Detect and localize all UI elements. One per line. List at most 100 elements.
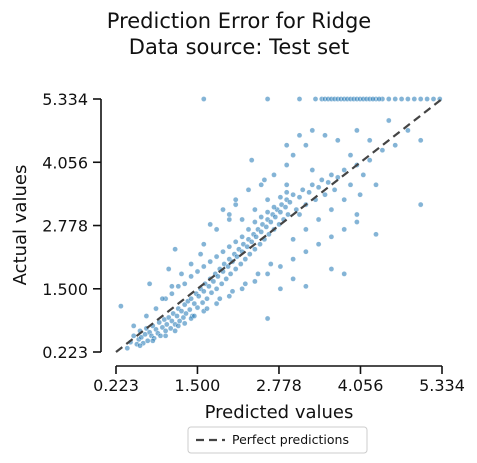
data-point <box>325 179 332 186</box>
data-point <box>264 271 271 277</box>
data-point <box>290 236 296 243</box>
data-point <box>417 137 424 144</box>
data-point <box>169 318 175 324</box>
data-point <box>296 194 303 200</box>
data-point <box>220 206 226 213</box>
data-point <box>159 295 166 302</box>
data-point <box>183 310 189 317</box>
x-tick-label: 2.778 <box>256 376 302 395</box>
data-point <box>194 304 201 311</box>
data-point <box>341 167 348 173</box>
data-point <box>163 321 170 328</box>
data-point <box>366 157 373 163</box>
data-point <box>207 221 213 228</box>
data-point <box>328 172 335 178</box>
perfect-predictions-line <box>115 98 443 353</box>
data-point <box>334 174 341 181</box>
chart-title-line-2: Data source: Test set <box>129 35 349 59</box>
data-point <box>226 211 233 218</box>
data-point <box>178 271 185 277</box>
data-point <box>200 288 207 295</box>
data-point <box>354 219 360 225</box>
data-point <box>366 137 373 144</box>
data-point <box>180 314 187 321</box>
data-point <box>312 96 319 102</box>
data-point <box>255 271 261 277</box>
data-point <box>370 96 376 102</box>
data-point <box>424 96 430 102</box>
data-point <box>331 186 338 193</box>
data-point <box>146 280 153 287</box>
data-point <box>159 324 166 331</box>
data-point <box>272 214 279 220</box>
data-point <box>315 184 322 191</box>
data-point <box>430 96 437 102</box>
data-point <box>207 258 213 265</box>
data-point <box>200 96 207 102</box>
data-point <box>200 263 207 270</box>
data-point <box>232 196 239 203</box>
data-point <box>213 253 220 260</box>
data-point <box>144 337 151 344</box>
data-point <box>347 152 354 158</box>
data-point <box>373 231 379 238</box>
data-point <box>239 216 245 223</box>
data-point <box>309 127 316 134</box>
data-point <box>264 196 271 203</box>
data-point <box>137 342 143 349</box>
data-point <box>257 241 263 247</box>
data-point <box>283 189 290 196</box>
x-tick-label: 0.223 <box>93 376 139 395</box>
data-point <box>213 285 220 292</box>
data-point <box>258 181 265 188</box>
data-point <box>341 271 348 277</box>
legend-entry-perfect-predictions: Perfect predictions <box>232 432 349 447</box>
data-point <box>215 273 221 280</box>
data-point <box>282 204 289 210</box>
data-point <box>264 315 271 322</box>
data-point <box>138 334 145 341</box>
data-point <box>417 201 424 208</box>
data-point <box>405 96 411 102</box>
data-point <box>379 147 386 153</box>
data-point <box>213 226 220 233</box>
y-tick-label: 0.223 <box>42 343 88 362</box>
data-point <box>130 332 137 339</box>
data-point <box>208 289 215 296</box>
data-point <box>398 96 405 102</box>
data-point <box>232 201 239 208</box>
data-point <box>242 280 249 287</box>
data-point <box>360 172 367 178</box>
data-point <box>239 233 245 240</box>
data-point <box>341 226 348 233</box>
data-point <box>303 248 309 255</box>
data-point <box>277 209 284 215</box>
data-point <box>188 261 194 267</box>
data-point <box>277 263 284 270</box>
data-point <box>218 280 225 287</box>
data-point <box>200 241 207 247</box>
data-point <box>181 301 188 308</box>
data-point <box>124 345 131 352</box>
data-point <box>261 177 268 183</box>
data-point <box>303 226 309 233</box>
data-point <box>328 266 335 272</box>
data-point <box>303 283 309 290</box>
chart-title-line-1: Prediction Error for Ridge <box>107 9 371 33</box>
data-point <box>167 325 174 332</box>
data-point <box>328 206 335 213</box>
data-point <box>237 261 244 267</box>
x-tick-label: 1.500 <box>175 376 221 395</box>
data-point <box>283 181 290 188</box>
data-point <box>296 211 303 218</box>
data-point <box>264 209 271 215</box>
data-point <box>188 295 194 302</box>
data-point <box>226 293 233 300</box>
data-point <box>290 256 296 262</box>
data-point <box>225 263 231 270</box>
data-point <box>221 261 227 267</box>
data-point <box>341 196 348 203</box>
data-point <box>277 194 284 200</box>
legend: Perfect predictions <box>187 426 368 454</box>
